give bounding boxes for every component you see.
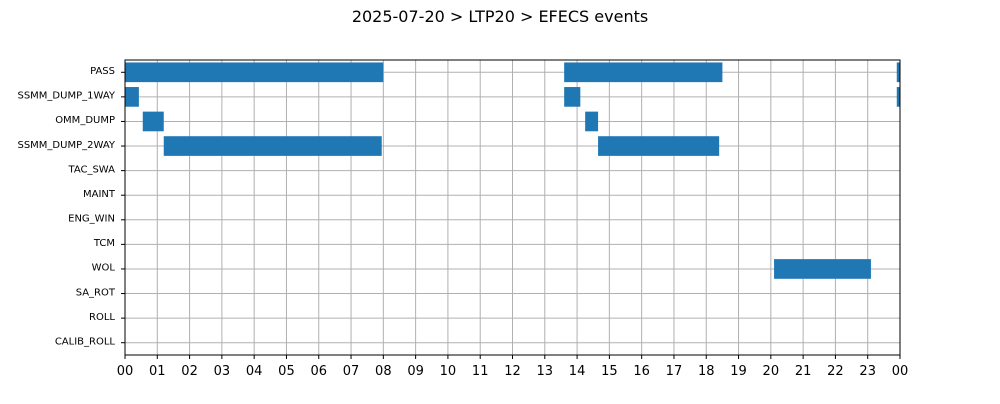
- x-axis: 00 01 02 03 04 05 06 07 08 09 10 11 12 13 14 15 16 17 18 19…: [117, 355, 909, 379]
- y-tick-label: ENG_WIN: [68, 214, 115, 225]
- y-tick-label: CALIB_ROLL: [55, 336, 116, 347]
- y-tick-label: TAC_SWA: [67, 164, 115, 175]
- y-tick-label: SSMM_DUMP_1WAY: [17, 91, 115, 102]
- event-bar-pass: [125, 62, 384, 83]
- event-bar-omm-dump: [142, 111, 164, 132]
- x-tick-label: 18: [698, 364, 715, 379]
- event-bars: [125, 62, 900, 279]
- event-bar-pass: [564, 62, 723, 83]
- event-bar-wol: [774, 259, 871, 279]
- x-tick-label: 23: [859, 364, 876, 379]
- y-tick-label: WOL: [92, 263, 116, 274]
- x-tick-label: 10: [440, 364, 457, 379]
- y-tick-label: TCM: [93, 238, 115, 249]
- x-tick-label: 20: [763, 364, 780, 379]
- x-tick-label: 05: [278, 364, 295, 379]
- y-tick-label: SSMM_DUMP_2WAY: [17, 140, 115, 151]
- x-tick-label: 17: [666, 364, 683, 379]
- event-bar-ssmm-dump-1way: [896, 87, 900, 107]
- x-tick-label: 09: [407, 364, 424, 379]
- x-tick-label: 08: [375, 364, 392, 379]
- x-tick-label: 15: [601, 364, 618, 379]
- x-tick-label: 02: [181, 364, 198, 379]
- x-tick-label: 06: [310, 364, 327, 379]
- x-tick-label: 04: [246, 364, 263, 379]
- chart-title: 2025-07-20 > LTP20 > EFECS events: [352, 7, 648, 26]
- x-tick-label: 21: [795, 364, 812, 379]
- event-bar-ssmm-dump-2way: [163, 136, 382, 156]
- x-tick-label: 16: [633, 364, 650, 379]
- plot-frame: [124, 59, 901, 356]
- x-tick-label: 14: [569, 364, 586, 379]
- x-tick-label: 07: [343, 364, 360, 379]
- y-tick-label: ROLL: [89, 312, 115, 323]
- y-axis: PASS SSMM_DUMP_1WAY OMM_DUMP SSMM_DUMP_2WAY…: [17, 66, 125, 347]
- y-tick-label: PASS: [90, 66, 115, 77]
- x-tick-label: 11: [472, 364, 489, 379]
- x-tick-label: 03: [214, 364, 231, 379]
- event-bar-ssmm-dump-2way: [598, 136, 720, 156]
- x-tick-label: 22: [827, 364, 844, 379]
- x-tick-label: 19: [730, 364, 747, 379]
- event-bar-pass: [896, 62, 900, 83]
- y-tick-label: OMM_DUMP: [55, 115, 115, 126]
- event-bar-ssmm-dump-1way: [564, 87, 581, 107]
- x-tick-label: 00: [892, 364, 909, 379]
- x-tick-label: 00: [117, 364, 134, 379]
- y-tick-label: SA_ROT: [76, 287, 116, 298]
- grid-lines: [124, 60, 901, 355]
- event-bar-omm-dump: [585, 111, 599, 132]
- x-tick-label: 01: [149, 364, 166, 379]
- y-tick-label: MAINT: [83, 189, 116, 200]
- x-tick-label: 13: [537, 364, 554, 379]
- event-bar-ssmm-dump-1way: [125, 87, 139, 107]
- x-tick-label: 12: [504, 364, 521, 379]
